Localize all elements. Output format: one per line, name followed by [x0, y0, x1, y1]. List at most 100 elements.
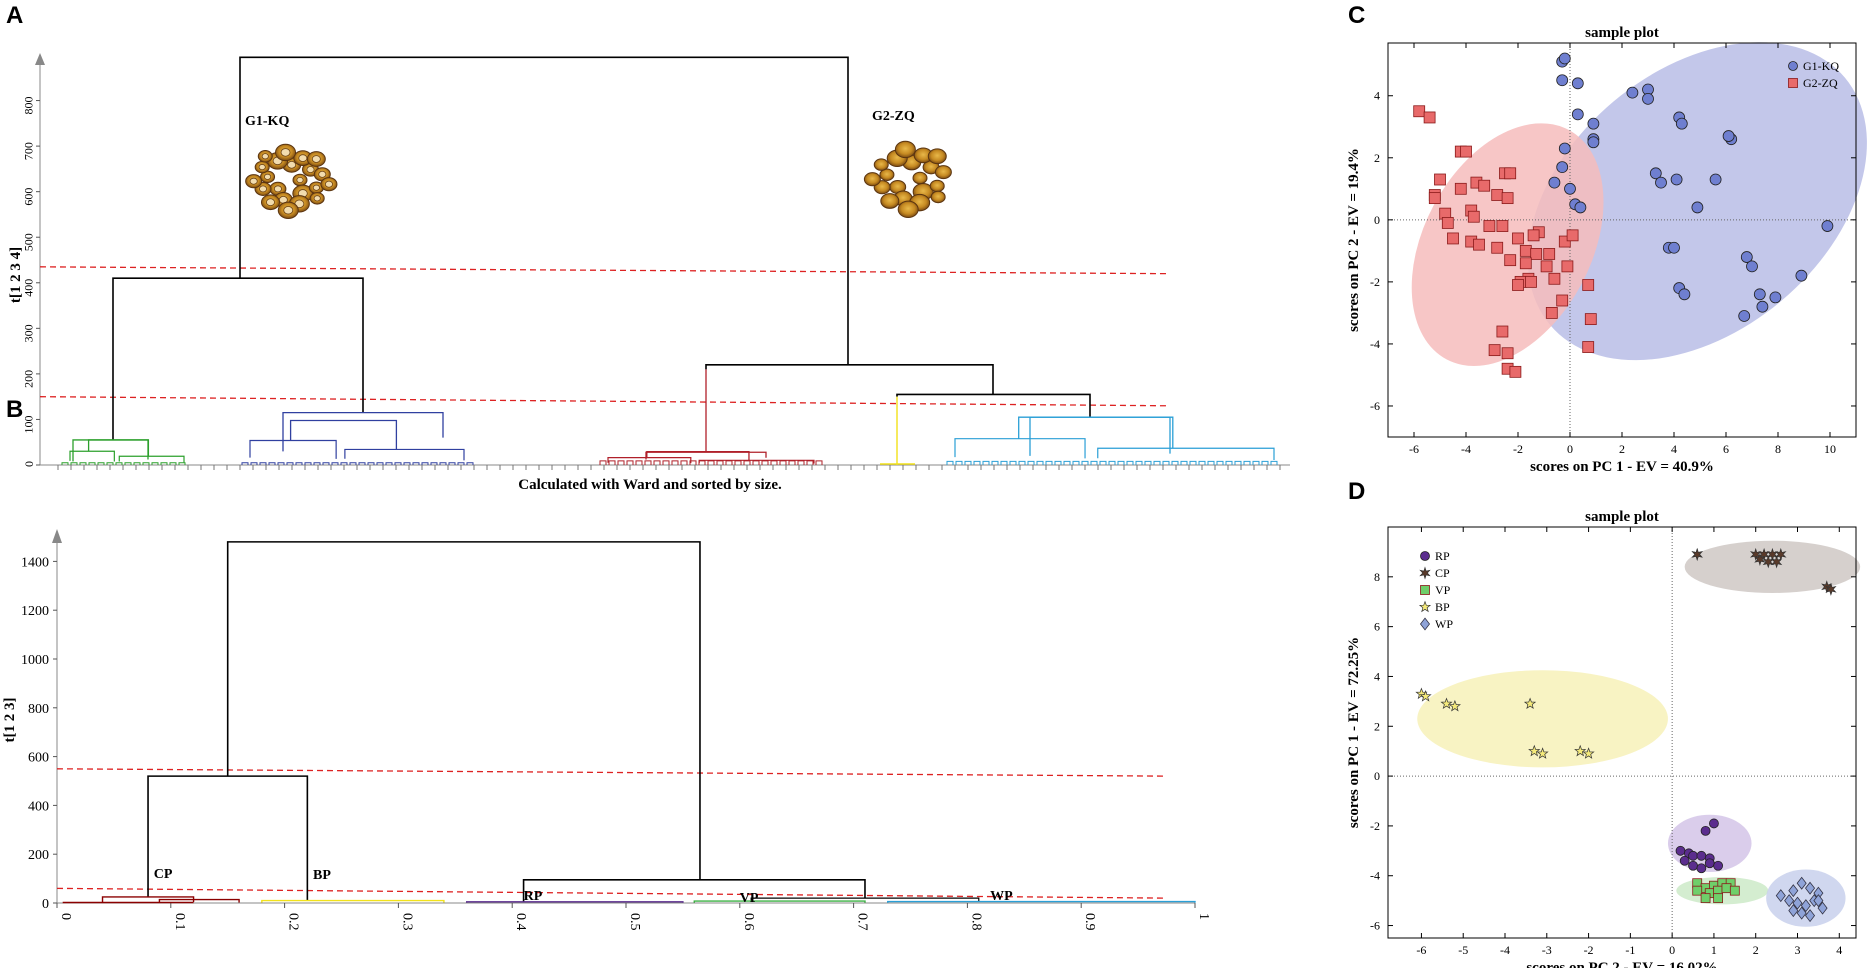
data-point-g2-zq: [1512, 279, 1524, 291]
cp-cluster: [62, 896, 240, 904]
green-cluster-top: [87, 439, 150, 457]
data-point-g1-kq: [1556, 74, 1569, 87]
y-tick-label: 1000: [21, 653, 49, 668]
red-cluster-leaf: [815, 460, 823, 465]
y-tick-label: 600: [28, 751, 49, 766]
data-point-g1-kq: [1574, 201, 1587, 214]
blue-cluster-leaf: [448, 462, 456, 465]
blue-cluster-leaf: [286, 462, 294, 465]
red-cluster-top: [646, 450, 750, 461]
data-point-cp: [1754, 552, 1766, 566]
data-point-g2-zq: [1483, 220, 1496, 232]
data-point-vp: [1692, 885, 1703, 896]
green-cluster-left: [69, 450, 115, 462]
x-tick-label: 0.8: [968, 913, 983, 931]
data-point-g1-kq: [1571, 77, 1584, 90]
data-point-g2-zq: [1582, 279, 1595, 291]
cyan-cluster-leaf: [1117, 460, 1125, 465]
cut-line-lower: [39, 396, 1169, 407]
legend-label-vp: VP: [1435, 583, 1451, 597]
data-point-wp: [1788, 904, 1799, 918]
y-tick-label: 400: [22, 279, 36, 297]
legend-label-wp: WP: [1435, 617, 1453, 631]
data-point-g2-zq: [1413, 105, 1426, 118]
blue-cluster-leaf: [439, 462, 447, 465]
blue-cluster-left: [249, 439, 337, 459]
cyan-cluster-leaf: [1000, 460, 1008, 465]
y-tick-label: -2: [1370, 819, 1380, 833]
confidence-ellipse-g1-kq: [1527, 42, 1867, 361]
y-tick-label: 500: [22, 233, 36, 251]
legend-label-cp: CP: [1435, 566, 1450, 580]
data-point-g2-zq: [1525, 275, 1537, 288]
red-cluster-leaf: [725, 460, 733, 465]
herb-slice: [879, 168, 895, 181]
x-tick-label: -6: [1409, 442, 1419, 456]
scatter-plot-d: sample plot -6 -5 -4 -3 -2 -1 0 1 2 3 4 -6 -4 -2 0 2 4 6 8 s…: [1346, 509, 1861, 968]
y-tick-label: 400: [28, 799, 49, 814]
x-tick-label: 1: [1196, 913, 1211, 920]
data-point-bp: [1419, 689, 1432, 702]
herb-slice-core: [296, 176, 304, 184]
cyan-cluster-leaf: [1234, 460, 1242, 465]
herb-slice-core: [249, 177, 258, 185]
data-point-wp: [1784, 894, 1795, 908]
red-cluster-leaf: [662, 460, 670, 465]
cyan-cluster-leaf: [1054, 460, 1062, 465]
y-tick-label: 300: [22, 324, 36, 342]
herb-slice-core: [280, 148, 291, 157]
blue-cluster-leaf: [421, 462, 429, 465]
dendrogram-a: 0 100 200 300 400 500 600 700 800 t[1 2 3 4] Calcu…: [8, 53, 1290, 493]
x-tick-label: 2: [1619, 442, 1625, 456]
red-cluster-leaf: [806, 460, 814, 465]
data-point-g2-zq: [1545, 307, 1558, 319]
data-point-bp: [1448, 699, 1461, 712]
data-point-g1-kq: [1626, 86, 1639, 99]
cyan-cluster-leaf: [1153, 460, 1161, 465]
cyan-cluster-leaf: [991, 460, 999, 465]
blue-cluster-leaf: [367, 462, 375, 465]
y-tick-label: 1200: [21, 604, 49, 619]
cyan-cluster-leaf: [1099, 460, 1107, 465]
x-tick-label: -1: [1625, 943, 1635, 957]
y-tick-label: 700: [22, 142, 36, 160]
blue-cluster-leaf: [358, 462, 366, 465]
y-axis-arrow: [35, 53, 45, 65]
data-point-g2-zq: [1512, 232, 1524, 245]
x-tick-label: 0: [58, 913, 73, 920]
legend-label-bp: BP: [1435, 600, 1450, 614]
data-point-g2-zq: [1423, 111, 1436, 124]
cyan-cluster-leaf: [1108, 460, 1116, 465]
data-point-bp: [1536, 747, 1549, 759]
data-point-bp: [1582, 747, 1595, 759]
cyan-cluster-leaf: [1018, 460, 1026, 465]
data-point-g1-kq: [1738, 310, 1751, 322]
data-point-g1-kq: [1556, 161, 1569, 173]
red-cluster-leaf: [680, 460, 688, 465]
x-tick-label: 4: [1836, 943, 1842, 957]
cyan-cluster-leaf: [1144, 460, 1152, 465]
data-point-wp: [1813, 894, 1824, 908]
panel-label-c: C: [1348, 2, 1366, 29]
red-cluster-leaf: [788, 460, 796, 465]
herb-slice-core: [318, 170, 327, 178]
cyan-join: [1029, 416, 1171, 456]
data-point-g2-zq: [1473, 238, 1485, 251]
green-cluster-leaf: [106, 462, 114, 465]
cyan-cluster-leaf: [982, 460, 990, 465]
herb-slice: [929, 179, 945, 193]
green-cluster-leaf: [133, 462, 141, 465]
data-point-g2-zq: [1584, 313, 1597, 326]
x-tick-label: 0.4: [513, 913, 528, 931]
y-tick-label: 100: [22, 415, 36, 433]
data-point-g2-zq: [1548, 272, 1561, 285]
data-point-g1-kq: [1769, 291, 1782, 304]
data-point-g2-zq: [1543, 248, 1556, 260]
data-point-wp: [1805, 881, 1816, 895]
legend-marker-cp: [1419, 566, 1431, 580]
data-point-g2-zq: [1558, 235, 1571, 248]
data-point-g2-zq: [1491, 189, 1504, 201]
red-cluster-leaf: [635, 460, 643, 465]
data-point-wp: [1796, 876, 1807, 890]
data-point-g1-kq: [1678, 288, 1691, 301]
